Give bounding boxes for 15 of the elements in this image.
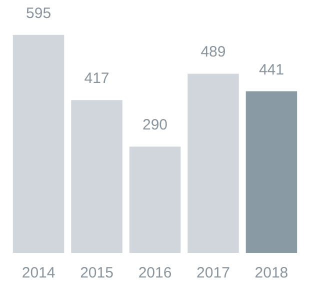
- data-label: 417: [84, 70, 110, 88]
- x-tick-label: 2016: [138, 264, 172, 282]
- x-tick-label: 2015: [80, 264, 114, 282]
- bar: [12, 34, 64, 253]
- bar: [188, 74, 239, 253]
- bar: [246, 91, 298, 253]
- x-tick-label: 2014: [22, 264, 56, 282]
- data-label: 441: [258, 61, 284, 78]
- x-tick-label: 2017: [196, 264, 230, 282]
- bar: [129, 146, 181, 253]
- bar: [71, 100, 122, 253]
- x-tick-label: 2018: [254, 264, 288, 282]
- data-label: 489: [200, 44, 226, 61]
- data-label: 595: [26, 4, 52, 22]
- data-label: 290: [142, 116, 168, 134]
